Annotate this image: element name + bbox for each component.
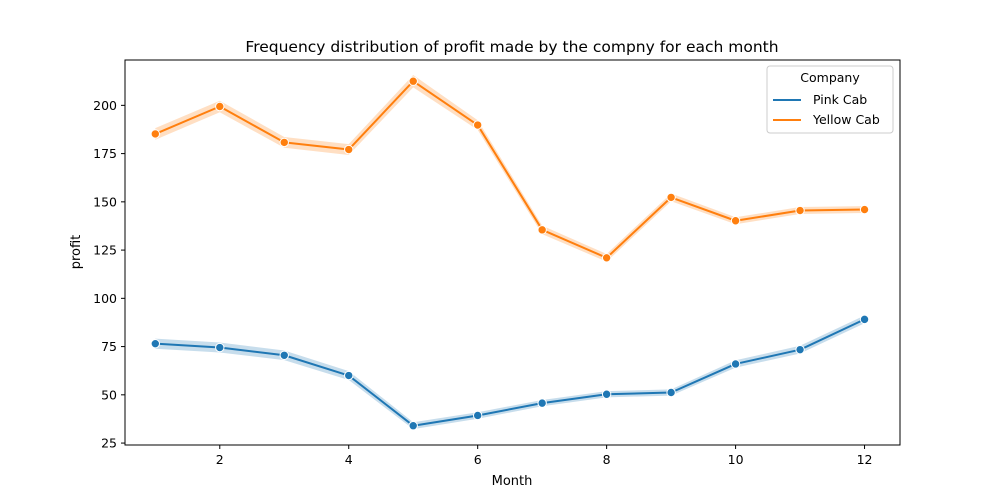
y-tick-label: 75 <box>101 339 117 354</box>
y-tick-label: 25 <box>101 436 117 451</box>
x-tick-label: 6 <box>474 452 482 467</box>
data-point-pink-cab <box>859 314 870 325</box>
data-point-pink-cab <box>472 410 483 421</box>
data-point-pink-cab <box>150 338 161 349</box>
chart-title: Frequency distribution of profit made by… <box>245 38 778 56</box>
data-point-yellow-cab <box>279 137 289 148</box>
legend-box <box>766 65 894 134</box>
legend-label-pink-cab: Pink Cab <box>813 92 867 107</box>
data-point-pink-cab <box>215 342 225 353</box>
x-tick-label: 12 <box>857 452 873 467</box>
data-point-pink-cab <box>666 387 676 398</box>
data-point-pink-cab <box>730 359 741 369</box>
series-line-pink-cab <box>155 318 865 427</box>
data-point-pink-cab <box>795 344 805 355</box>
y-tick-label: 150 <box>93 194 117 209</box>
y-axis: 25 50 75 100 125 150 175 200 <box>93 98 125 451</box>
data-point-yellow-cab <box>150 129 161 139</box>
data-point-yellow-cab <box>601 253 612 263</box>
data-point-pink-cab <box>344 370 354 381</box>
x-tick-label: 4 <box>345 452 353 467</box>
y-tick-label: 125 <box>93 243 117 258</box>
x-axis-label: Month <box>492 474 533 489</box>
series-layer <box>150 75 870 431</box>
data-point-yellow-cab <box>472 120 483 130</box>
data-point-pink-cab <box>601 389 612 399</box>
data-point-pink-cab <box>537 398 547 408</box>
legend-label-yellow-cab: Yellow Cab <box>812 112 880 127</box>
data-point-pink-cab <box>279 350 289 360</box>
series-pink-cab <box>150 314 870 431</box>
confidence-band-pink-cab <box>155 315 865 430</box>
data-point-yellow-cab <box>859 204 870 215</box>
y-tick-label: 200 <box>93 98 117 113</box>
x-tick-label: 10 <box>728 452 744 467</box>
data-point-yellow-cab <box>795 205 805 216</box>
y-axis-label: profit <box>69 235 84 270</box>
x-tick-label: 8 <box>603 452 611 467</box>
series-line-yellow-cab <box>154 80 865 259</box>
data-point-yellow-cab <box>666 192 676 203</box>
data-point-yellow-cab <box>215 101 225 112</box>
legend-title: Company <box>800 70 860 85</box>
x-axis: 2 4 6 8 10 12 <box>216 445 873 467</box>
y-tick-label: 175 <box>93 146 117 161</box>
x-tick-label: 2 <box>216 452 224 467</box>
data-point-pink-cab <box>408 421 418 431</box>
y-tick-label: 50 <box>101 387 117 402</box>
data-point-yellow-cab <box>344 144 354 155</box>
plot-frame <box>124 59 901 446</box>
legend: Company Pink Cab Yellow Cab <box>766 65 894 134</box>
data-point-yellow-cab <box>537 225 547 235</box>
y-tick-label: 100 <box>93 291 117 306</box>
data-point-yellow-cab <box>408 76 418 86</box>
data-point-yellow-cab <box>730 216 741 226</box>
series-yellow-cab <box>150 75 870 263</box>
